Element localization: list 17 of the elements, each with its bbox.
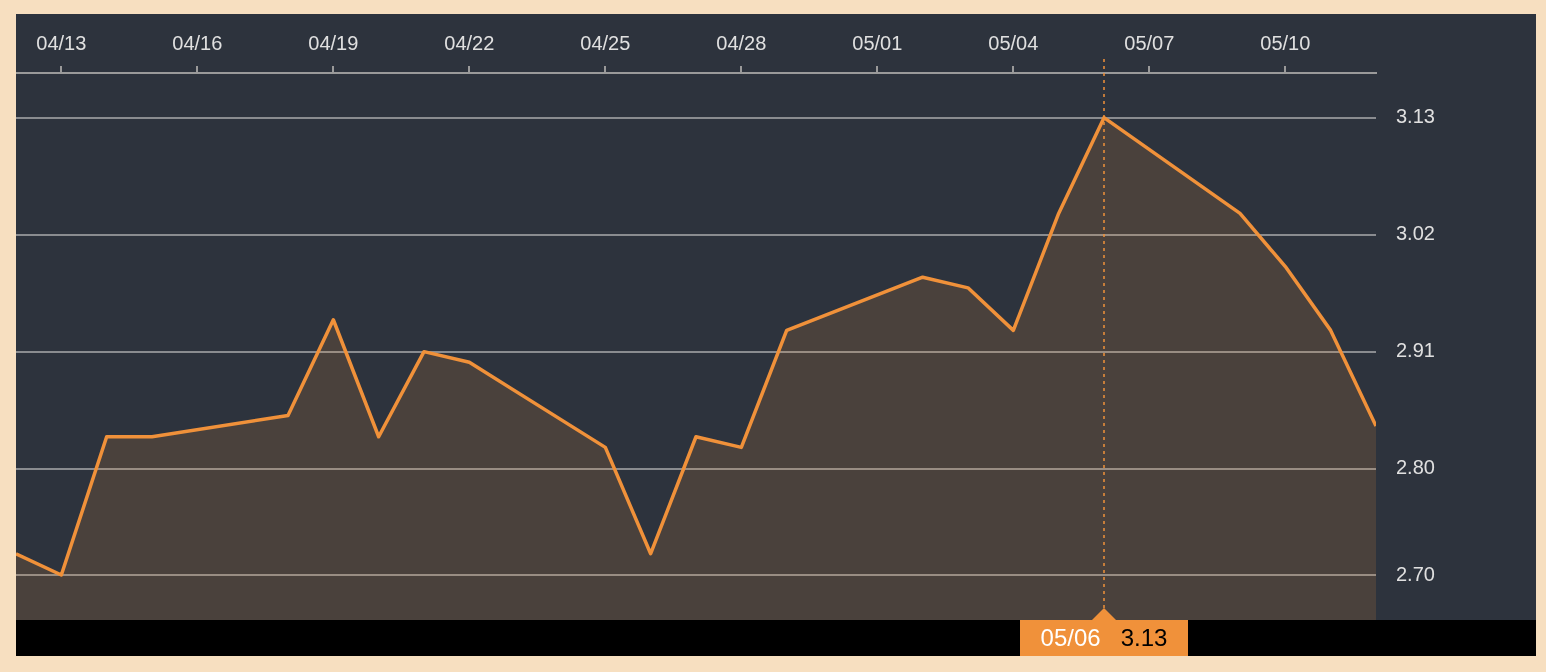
x-tick-label: 04/19 (308, 31, 359, 54)
y-tick-label: 3.02 (1396, 222, 1435, 245)
y-tick-label: 2.91 (1396, 339, 1435, 362)
x-tick-label: 05/10 (1260, 31, 1311, 54)
x-tick-label: 05/01 (852, 31, 903, 54)
ref-line-label: 05/06 (1040, 624, 1101, 652)
x-tick-label: 04/22 (444, 31, 495, 54)
x-tick-label: 04/25 (580, 31, 631, 54)
y-tick-label: 2.70 (1396, 562, 1435, 585)
x-tick-label: 04/16 (172, 31, 223, 54)
y-tick-label: 3.13 (1396, 105, 1435, 128)
x-tick-label: 04/13 (36, 31, 87, 54)
x-tick-label: 05/04 (988, 31, 1039, 54)
text: 3.13 (1120, 624, 1168, 652)
x-tick-label: 04/28 (716, 31, 767, 54)
y-tick-label: 2.80 (1396, 456, 1435, 479)
x-tick-label: 05/07 (1124, 31, 1175, 54)
